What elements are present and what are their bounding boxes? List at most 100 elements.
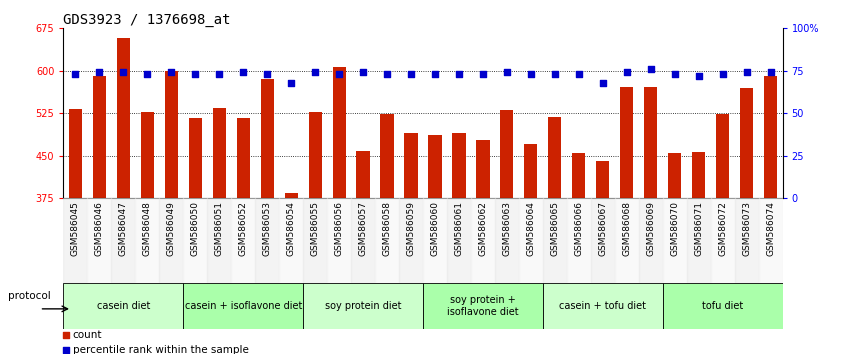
Point <box>667 72 681 77</box>
Text: GSM586057: GSM586057 <box>359 201 367 256</box>
Text: GSM586060: GSM586060 <box>431 201 439 256</box>
Text: GSM586058: GSM586058 <box>382 201 392 256</box>
Point <box>356 70 370 75</box>
Bar <box>476 140 490 198</box>
Text: GSM586072: GSM586072 <box>718 201 727 256</box>
Point <box>284 80 298 86</box>
Bar <box>471 198 495 283</box>
Bar <box>639 198 662 283</box>
Bar <box>620 87 634 198</box>
Point <box>92 70 106 75</box>
Point <box>572 72 585 77</box>
Point <box>428 72 442 77</box>
Text: GSM586067: GSM586067 <box>598 201 607 256</box>
Bar <box>687 198 711 283</box>
Text: GSM586064: GSM586064 <box>526 201 536 256</box>
Text: tofu diet: tofu diet <box>702 301 744 311</box>
Text: casein + tofu diet: casein + tofu diet <box>559 301 646 311</box>
Bar <box>716 114 729 198</box>
Bar <box>165 71 178 198</box>
Bar <box>189 118 202 198</box>
Bar <box>423 198 447 283</box>
Bar <box>525 144 537 198</box>
Point <box>236 70 250 75</box>
Bar <box>644 87 657 198</box>
Bar <box>63 198 87 283</box>
Point <box>380 72 393 77</box>
Text: GSM586073: GSM586073 <box>742 201 751 256</box>
Text: GSM586068: GSM586068 <box>623 201 631 256</box>
Bar <box>135 198 159 283</box>
Point <box>310 305 324 311</box>
Text: GSM586074: GSM586074 <box>766 201 775 256</box>
Text: GSM586053: GSM586053 <box>263 201 272 256</box>
FancyBboxPatch shape <box>423 283 543 329</box>
Text: GSM586051: GSM586051 <box>215 201 223 256</box>
Bar <box>447 198 471 283</box>
Text: GSM586063: GSM586063 <box>503 201 511 256</box>
Bar <box>93 76 106 198</box>
Point <box>644 66 657 72</box>
Text: GSM586061: GSM586061 <box>454 201 464 256</box>
Bar <box>279 198 303 283</box>
Point <box>764 70 777 75</box>
Text: percentile rank within the sample: percentile rank within the sample <box>73 345 249 354</box>
Bar <box>117 38 130 198</box>
Point <box>596 80 609 86</box>
Text: GSM586052: GSM586052 <box>239 201 248 256</box>
Point <box>140 72 154 77</box>
Text: GSM586065: GSM586065 <box>551 201 559 256</box>
Bar <box>159 198 184 283</box>
Bar <box>284 193 298 198</box>
Bar <box>615 198 639 283</box>
Text: GSM586047: GSM586047 <box>119 201 128 256</box>
Bar <box>87 198 112 283</box>
Bar <box>404 133 418 198</box>
Point <box>308 70 321 75</box>
Text: GSM586069: GSM586069 <box>646 201 655 256</box>
Text: GSM586049: GSM586049 <box>167 201 176 256</box>
Bar <box>692 152 706 198</box>
Bar <box>332 67 346 198</box>
Point <box>716 72 729 77</box>
Text: GSM586055: GSM586055 <box>310 201 320 256</box>
FancyBboxPatch shape <box>184 283 303 329</box>
Bar <box>184 198 207 283</box>
Text: GSM586062: GSM586062 <box>479 201 487 256</box>
Bar <box>495 198 519 283</box>
Point <box>476 72 490 77</box>
Text: GSM586045: GSM586045 <box>71 201 80 256</box>
Bar <box>500 110 514 198</box>
Bar <box>309 112 321 198</box>
Point <box>189 72 202 77</box>
Text: GDS3923 / 1376698_at: GDS3923 / 1376698_at <box>63 13 231 27</box>
Text: soy protein diet: soy protein diet <box>325 301 401 311</box>
Bar <box>734 198 759 283</box>
FancyBboxPatch shape <box>63 283 184 329</box>
Bar <box>399 198 423 283</box>
Point <box>524 72 537 77</box>
Text: GSM586070: GSM586070 <box>670 201 679 256</box>
Bar <box>764 76 777 198</box>
Bar <box>140 112 154 198</box>
Text: GSM586056: GSM586056 <box>335 201 343 256</box>
Point <box>620 70 634 75</box>
Bar <box>327 198 351 283</box>
Point <box>69 72 82 77</box>
Bar <box>237 118 250 198</box>
Point <box>404 72 418 77</box>
FancyBboxPatch shape <box>662 283 783 329</box>
Bar <box>591 198 615 283</box>
Point <box>164 70 178 75</box>
Bar <box>662 198 687 283</box>
Text: GSM586048: GSM586048 <box>143 201 151 256</box>
Bar <box>548 117 562 198</box>
Point <box>548 72 562 77</box>
Text: GSM586066: GSM586066 <box>574 201 583 256</box>
Text: GSM586059: GSM586059 <box>407 201 415 256</box>
Text: GSM586046: GSM586046 <box>95 201 104 256</box>
Bar <box>261 79 274 198</box>
Text: GSM586050: GSM586050 <box>191 201 200 256</box>
Bar <box>567 198 591 283</box>
Bar <box>381 114 393 198</box>
